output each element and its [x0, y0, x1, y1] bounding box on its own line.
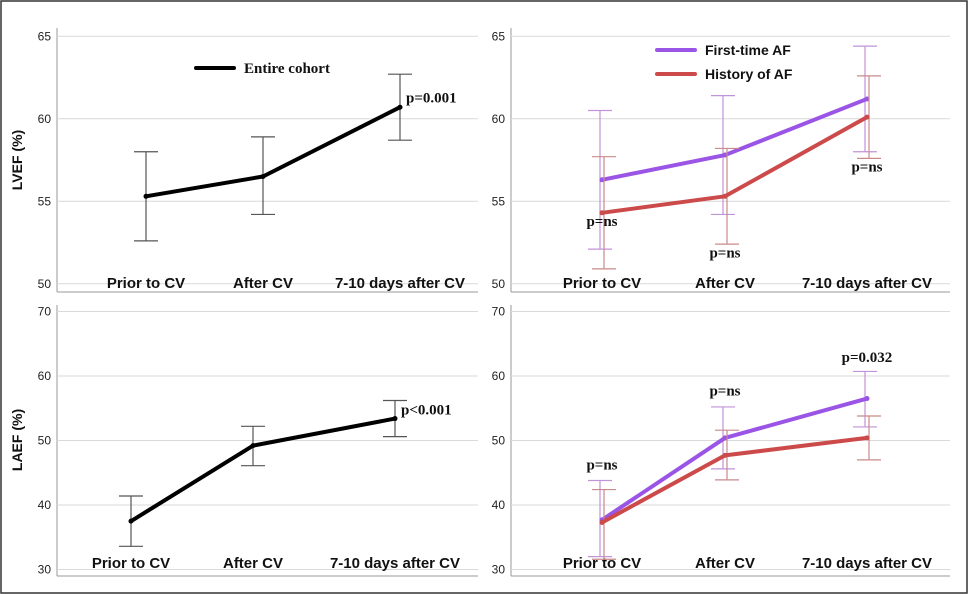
legend-label: History of AF — [705, 66, 793, 82]
y-axis-label: LAEF (%) — [9, 409, 25, 471]
p-value-annotation: p=ns — [851, 160, 882, 176]
y-tick-label: 55 — [492, 194, 506, 208]
x-category-label: After CV — [223, 555, 283, 572]
p-value-annotation: p<0.001 — [401, 403, 452, 419]
y-tick-label: 60 — [38, 369, 52, 383]
x-category-label: 7-10 days after CV — [802, 555, 932, 572]
data-point — [722, 193, 728, 199]
p-value-annotation: p=0.032 — [842, 350, 893, 366]
x-category-label: 7-10 days after CV — [802, 275, 932, 292]
data-point — [143, 193, 149, 199]
y-tick-label: 65 — [38, 29, 52, 43]
x-category-label: Prior to CV — [563, 555, 641, 572]
x-category-label: 7-10 days after CV — [330, 555, 460, 572]
y-tick-label: 50 — [492, 434, 506, 448]
data-point — [864, 96, 870, 102]
series-line — [600, 115, 869, 215]
y-tick-label: 70 — [492, 304, 506, 318]
series-line — [144, 105, 402, 199]
x-category-label: After CV — [233, 275, 293, 292]
data-point — [722, 452, 728, 458]
x-category-label: After CV — [695, 275, 755, 292]
data-point — [599, 519, 605, 525]
x-category-label: After CV — [695, 555, 755, 572]
y-tick-label: 60 — [38, 112, 52, 126]
y-tick-label: 50 — [492, 277, 506, 291]
y-axis-label: LVEF (%) — [9, 130, 25, 190]
y-tick-label: 40 — [38, 498, 52, 512]
x-category-label: Prior to CV — [92, 555, 170, 572]
data-point — [599, 177, 605, 183]
data-point — [250, 443, 256, 449]
data-point — [397, 104, 403, 110]
panel-lvef-cohort: 50 55 60 65 LVEF (%) Prior to CV After CV 7-10 … — [9, 28, 478, 293]
legend-label: Entire cohort — [244, 61, 330, 77]
y-tick-label: 40 — [492, 498, 506, 512]
y-tick-label: 65 — [492, 29, 506, 43]
y-tick-label: 55 — [38, 194, 52, 208]
panel-laef-groups: 30 40 50 60 70 Prior to CV After CV 7-10 days a… — [492, 304, 950, 577]
y-tick-label: 60 — [492, 112, 506, 126]
data-point — [599, 210, 605, 216]
data-point — [864, 396, 870, 402]
y-tick-label: 30 — [38, 563, 52, 577]
data-point — [864, 114, 870, 120]
data-point — [864, 435, 870, 441]
panel-laef-cohort: 30 40 50 60 70 LAEF (%) Prior to CV After CV 7-1… — [9, 304, 478, 577]
x-category-label: 7-10 days after CV — [335, 275, 465, 292]
data-point — [128, 518, 134, 524]
p-value-annotation: p=ns — [586, 214, 617, 230]
p-value-annotation: p=ns — [586, 458, 617, 474]
x-category-label: Prior to CV — [563, 275, 641, 292]
y-tick-label: 60 — [492, 369, 506, 383]
y-tick-label: 50 — [38, 434, 52, 448]
p-value-annotation: p=ns — [709, 245, 740, 261]
p-value-annotation: p=0.001 — [406, 90, 457, 106]
data-point — [722, 152, 728, 158]
p-value-annotation: p=ns — [709, 383, 740, 399]
panel-lvef-groups: 50 55 60 65 Prior to CV After CV 7-10 days aft… — [492, 28, 950, 293]
data-point — [722, 435, 728, 441]
legend-label: First-time AF — [705, 42, 791, 58]
x-category-label: Prior to CV — [107, 275, 185, 292]
y-tick-label: 50 — [38, 277, 52, 291]
data-point — [260, 174, 266, 179]
y-tick-label: 70 — [38, 304, 52, 318]
y-tick-label: 30 — [492, 563, 506, 577]
data-point — [392, 416, 398, 422]
series-line — [129, 416, 397, 524]
